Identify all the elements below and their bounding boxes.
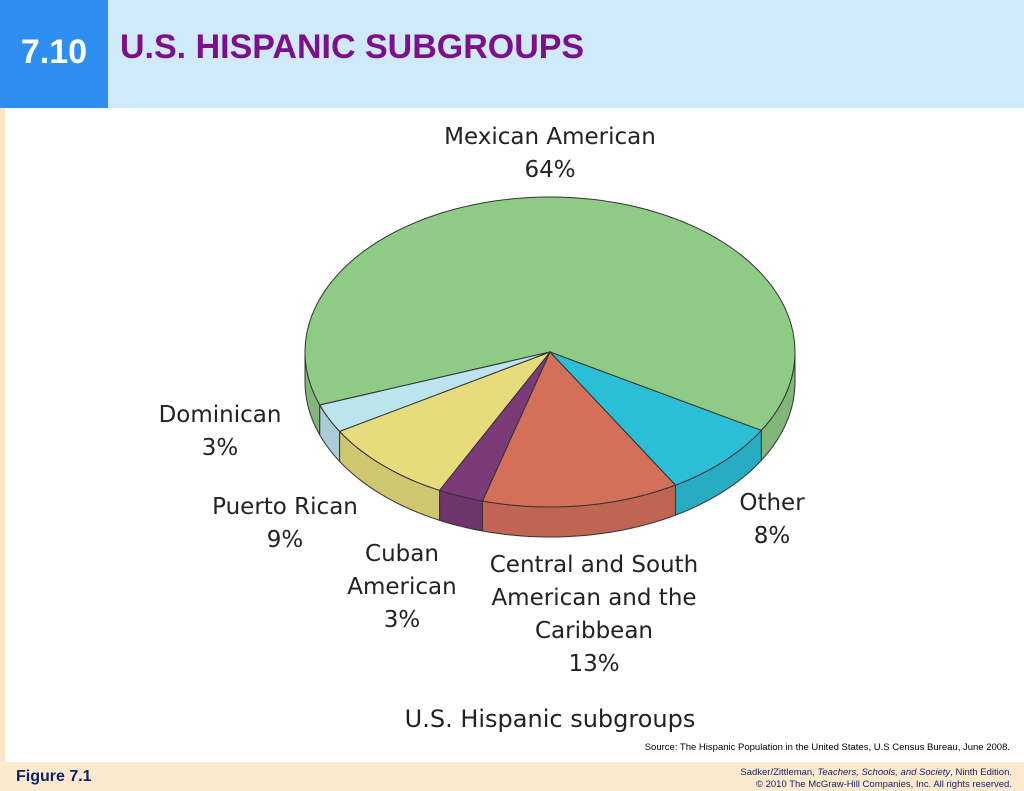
slice-label: Puerto Rican 9%: [190, 491, 380, 557]
credit-line: Sadker/Zittleman, Teachers, Schools, and…: [740, 767, 1012, 779]
slice-label: Other 8%: [717, 487, 827, 553]
slice-label: Cuban American 3%: [337, 538, 467, 637]
figure-label: Figure 7.1: [16, 768, 92, 785]
value-label: 3%: [201, 435, 239, 461]
header: 7.10 U.S. HISPANIC SUBGROUPS: [0, 0, 1024, 108]
category-label: Puerto Rican: [212, 494, 358, 520]
category-label: Dominican: [158, 402, 282, 428]
side-strip: [0, 108, 5, 762]
category-label: Other: [739, 490, 805, 516]
footer: Figure 7.1 Sadker/Zittleman, Teachers, S…: [0, 762, 1024, 791]
value-label: 9%: [266, 527, 304, 553]
slice-label: Dominican 3%: [135, 399, 305, 465]
category-label: Central and South American and the Carib…: [489, 552, 699, 644]
slice: [338, 350, 552, 491]
slice: [318, 351, 551, 432]
value-label: 13%: [568, 651, 620, 677]
credit-text: , Ninth Edition.: [950, 767, 1012, 778]
credit: Sadker/Zittleman, Teachers, Schools, and…: [740, 767, 1012, 791]
slice: [438, 351, 551, 502]
slide-title: U.S. HISPANIC SUBGROUPS: [120, 28, 585, 66]
copyright: © 2010 The McGraw-Hill Companies, Inc. A…: [755, 779, 1012, 790]
slice: [304, 196, 796, 432]
slice: [481, 351, 677, 508]
category-label: Mexican American: [444, 124, 656, 150]
slice-label: Central and South American and the Carib…: [469, 549, 719, 681]
slide-number: 7.10: [0, 0, 108, 108]
credit-text: Sadker/Zittleman,: [740, 767, 818, 778]
slice: [549, 351, 763, 486]
book-title: Teachers, Schools, and Society: [817, 767, 951, 778]
value-label: 8%: [753, 523, 791, 549]
chart-title: U.S. Hispanic subgroups: [404, 705, 696, 733]
value-label: 64%: [524, 157, 576, 183]
slice-label: Mexican American 64%: [410, 121, 690, 187]
value-label: 3%: [383, 607, 421, 633]
category-label: Cuban American: [347, 541, 457, 600]
source: Source: The Hispanic Population in the U…: [644, 742, 1010, 753]
